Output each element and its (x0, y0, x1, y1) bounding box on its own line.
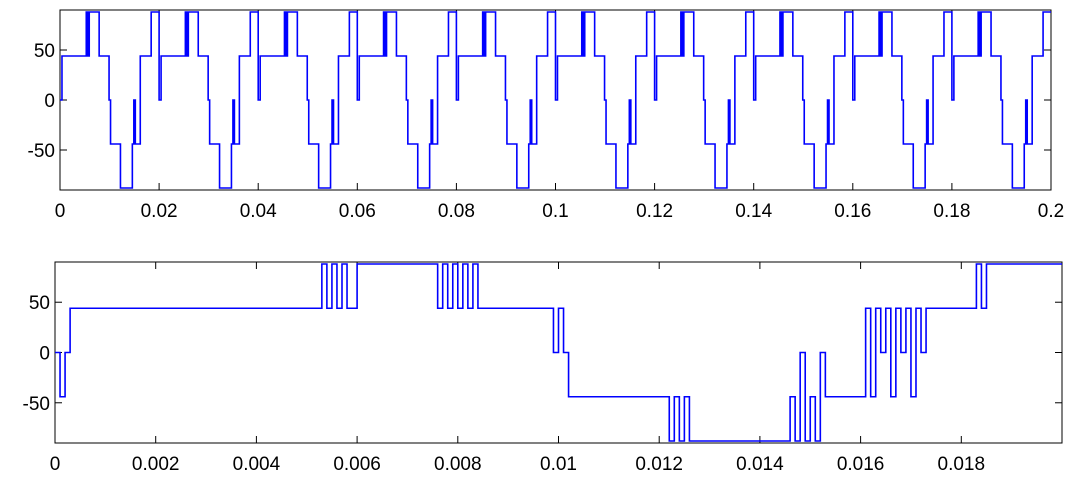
signal-line (55, 263, 1062, 442)
x-tick-label: 0.08 (438, 201, 475, 222)
x-tick-label: 0.18 (933, 201, 970, 222)
x-tick-label: 0 (50, 454, 61, 475)
x-tick-label: 0 (55, 201, 66, 222)
x-tick-label: 0.01 (540, 454, 577, 475)
x-tick-label: 0.002 (132, 454, 180, 475)
x-tick-label: 0.12 (636, 201, 673, 222)
x-tick-label: 0.14 (735, 201, 772, 222)
x-tick-label: 0.006 (333, 454, 381, 475)
y-tick-label: -50 (23, 394, 50, 415)
y-tick-label: 50 (29, 293, 50, 314)
y-tick-label: 50 (34, 41, 55, 62)
x-tick-label: 0.2 (1038, 201, 1064, 222)
x-tick-label: 0.018 (938, 454, 986, 475)
x-tick-label: 0.004 (233, 454, 281, 475)
x-tick-label: 0.1 (542, 201, 568, 222)
y-tick-label: 0 (39, 344, 50, 365)
x-tick-label: 0.008 (434, 454, 482, 475)
x-tick-label: 0.04 (240, 201, 277, 222)
x-tick-label: 0.014 (736, 454, 784, 475)
x-tick-label: 0.16 (834, 201, 871, 222)
y-tick-label: -50 (28, 141, 55, 162)
y-tick-label: 0 (44, 91, 55, 112)
x-tick-label: 0.016 (837, 454, 885, 475)
x-tick-label: 0.012 (635, 454, 683, 475)
signal-line (60, 11, 1051, 189)
x-tick-label: 0.06 (339, 201, 376, 222)
x-tick-label: 0.02 (141, 201, 178, 222)
